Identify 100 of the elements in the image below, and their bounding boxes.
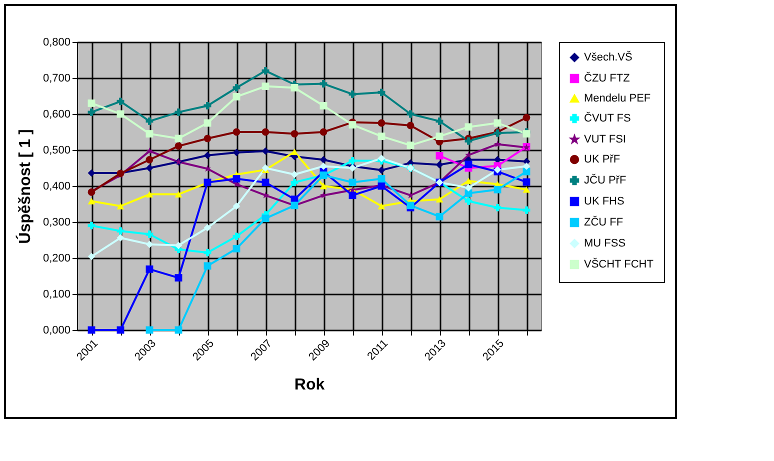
y-tick-label: 0,000 (42, 324, 70, 336)
x-axis-title: Rok (294, 376, 325, 394)
point (290, 148, 298, 156)
point (348, 178, 356, 186)
point (262, 164, 270, 172)
point (262, 147, 270, 155)
point (204, 102, 212, 110)
point (522, 186, 530, 193)
legend-label: Všech.VŠ (584, 50, 632, 64)
point (204, 152, 212, 160)
point (232, 84, 240, 92)
point (522, 206, 530, 214)
y-tick-label: 0,400 (42, 180, 70, 192)
point (88, 252, 96, 260)
point (146, 156, 154, 164)
point (378, 119, 386, 127)
point (262, 128, 270, 136)
point (290, 130, 298, 138)
point (88, 99, 96, 107)
point (116, 98, 124, 106)
y-tick-label: 0,100 (42, 288, 70, 300)
y-tick-label: 0,800 (42, 36, 70, 48)
point (88, 222, 96, 230)
point (348, 157, 356, 165)
point (522, 114, 530, 122)
point (464, 197, 472, 205)
legend-label: VUT FSI (584, 134, 626, 146)
point (146, 240, 154, 248)
y-tick-label: 0,200 (42, 252, 70, 264)
point (146, 265, 154, 273)
point (174, 242, 182, 250)
point (320, 128, 328, 136)
point (262, 178, 270, 186)
point (320, 182, 328, 190)
point (232, 244, 240, 252)
point (522, 162, 530, 170)
legend-label: UK PřF (584, 154, 620, 166)
point (262, 82, 270, 90)
point (204, 134, 212, 142)
legend-label: Mendelu PEF (584, 92, 651, 104)
point (174, 142, 182, 150)
point (464, 184, 472, 192)
point (348, 192, 356, 200)
point (436, 212, 444, 220)
y-tick-label: 0,300 (42, 216, 70, 228)
point (174, 191, 182, 198)
point (204, 248, 212, 256)
legend-label: UK FHS (584, 196, 624, 208)
legend-label: ZČU FF (584, 216, 624, 228)
point (146, 230, 154, 238)
legend-label: MU FSS (584, 238, 626, 250)
point (378, 175, 386, 183)
point (436, 152, 444, 160)
point (88, 108, 96, 116)
legend-label: ČZU FTZ (584, 72, 630, 84)
point (348, 90, 356, 98)
legend-label: VŠCHT FCHT (584, 258, 654, 270)
point (290, 84, 298, 92)
point (522, 168, 530, 176)
point (436, 117, 444, 125)
point (320, 102, 328, 110)
point (494, 140, 502, 148)
point (436, 132, 444, 140)
point (232, 148, 240, 156)
point (290, 178, 298, 186)
point (204, 262, 212, 270)
point (232, 202, 240, 210)
point (262, 214, 270, 222)
point (232, 232, 240, 240)
point (146, 147, 154, 154)
point (494, 204, 502, 212)
y-tick-label: 0,600 (42, 108, 70, 120)
point (232, 175, 240, 183)
point (406, 142, 414, 150)
legend-label: JČU PřF (584, 174, 626, 186)
point (406, 122, 414, 130)
point (494, 186, 502, 194)
point (378, 88, 386, 96)
point (174, 108, 182, 116)
point (378, 202, 386, 210)
point (116, 202, 124, 210)
point (464, 178, 472, 184)
point (232, 93, 240, 100)
point (320, 80, 328, 88)
point (116, 227, 124, 235)
point (378, 132, 386, 140)
y-tick-label: 0,500 (42, 144, 70, 156)
point (320, 162, 328, 170)
point (232, 128, 240, 136)
point (146, 164, 154, 172)
y-tick-label: 0,700 (42, 72, 70, 84)
point (464, 160, 472, 168)
point (88, 169, 96, 177)
point (262, 67, 270, 75)
point (146, 191, 154, 198)
point (436, 196, 444, 203)
point (88, 198, 96, 204)
point (146, 130, 154, 138)
legend-label: ČVUT FS (584, 112, 631, 124)
point (406, 110, 414, 118)
